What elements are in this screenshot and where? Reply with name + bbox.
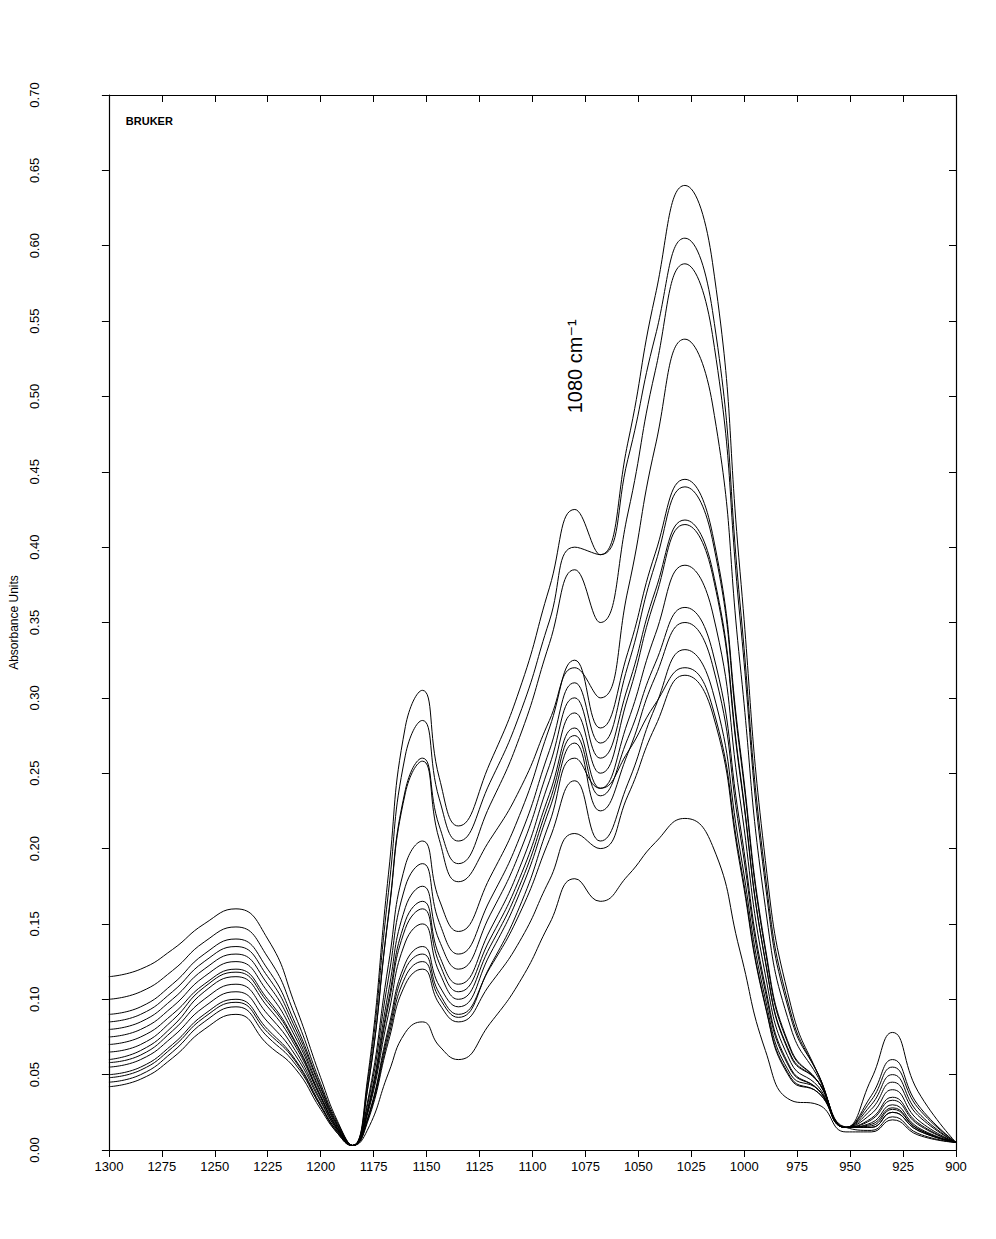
svg-text:1025: 1025	[677, 1159, 706, 1174]
svg-text:0.65: 0.65	[27, 158, 42, 183]
svg-text:1000: 1000	[730, 1159, 759, 1174]
svg-text:1125: 1125	[466, 1159, 494, 1174]
svg-text:925: 925	[892, 1159, 914, 1174]
svg-text:0.35: 0.35	[27, 610, 42, 635]
svg-text:1250: 1250	[200, 1159, 229, 1174]
svg-text:Absorbance Units: Absorbance Units	[7, 575, 21, 670]
svg-text:0.10: 0.10	[27, 987, 42, 1012]
svg-text:0.60: 0.60	[27, 233, 42, 258]
svg-text:0.50: 0.50	[27, 384, 42, 409]
svg-text:1080 cm⁻¹: 1080 cm⁻¹	[564, 319, 586, 413]
svg-text:1275: 1275	[147, 1159, 176, 1174]
svg-text:0.30: 0.30	[27, 685, 42, 710]
svg-text:1225: 1225	[253, 1159, 282, 1174]
svg-text:975: 975	[786, 1159, 808, 1174]
svg-text:0.40: 0.40	[27, 534, 42, 559]
svg-text:1150: 1150	[413, 1159, 441, 1174]
svg-text:1100: 1100	[518, 1159, 546, 1174]
svg-text:0.25: 0.25	[27, 761, 42, 786]
svg-text:0.70: 0.70	[27, 82, 42, 107]
svg-text:1300: 1300	[94, 1159, 123, 1174]
svg-text:950: 950	[839, 1159, 861, 1174]
svg-text:1050: 1050	[624, 1159, 653, 1174]
svg-text:0.55: 0.55	[27, 308, 42, 333]
svg-text:0.05: 0.05	[27, 1062, 42, 1087]
svg-text:1075: 1075	[571, 1159, 600, 1174]
svg-text:1200: 1200	[306, 1159, 335, 1174]
svg-text:0.15: 0.15	[27, 911, 42, 936]
svg-text:0.00: 0.00	[27, 1137, 42, 1162]
svg-text:900: 900	[945, 1159, 967, 1174]
svg-text:0.45: 0.45	[27, 459, 42, 484]
svg-text:0.20: 0.20	[27, 836, 42, 861]
svg-text:BRUKER: BRUKER	[126, 115, 173, 127]
svg-text:1175: 1175	[360, 1159, 388, 1174]
